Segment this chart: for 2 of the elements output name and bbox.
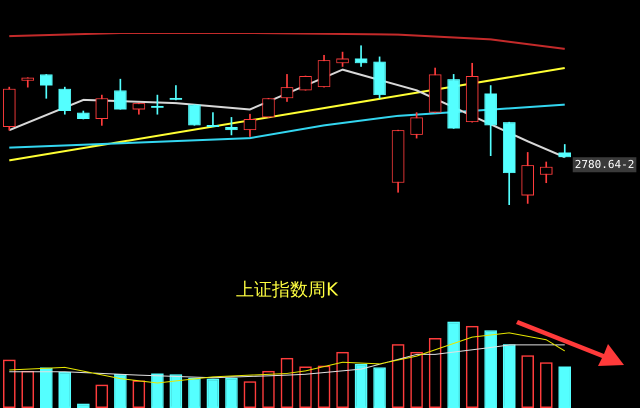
chart-title: 上证指数周K: [236, 279, 340, 300]
text: 2780.64-2: [574, 158, 634, 172]
